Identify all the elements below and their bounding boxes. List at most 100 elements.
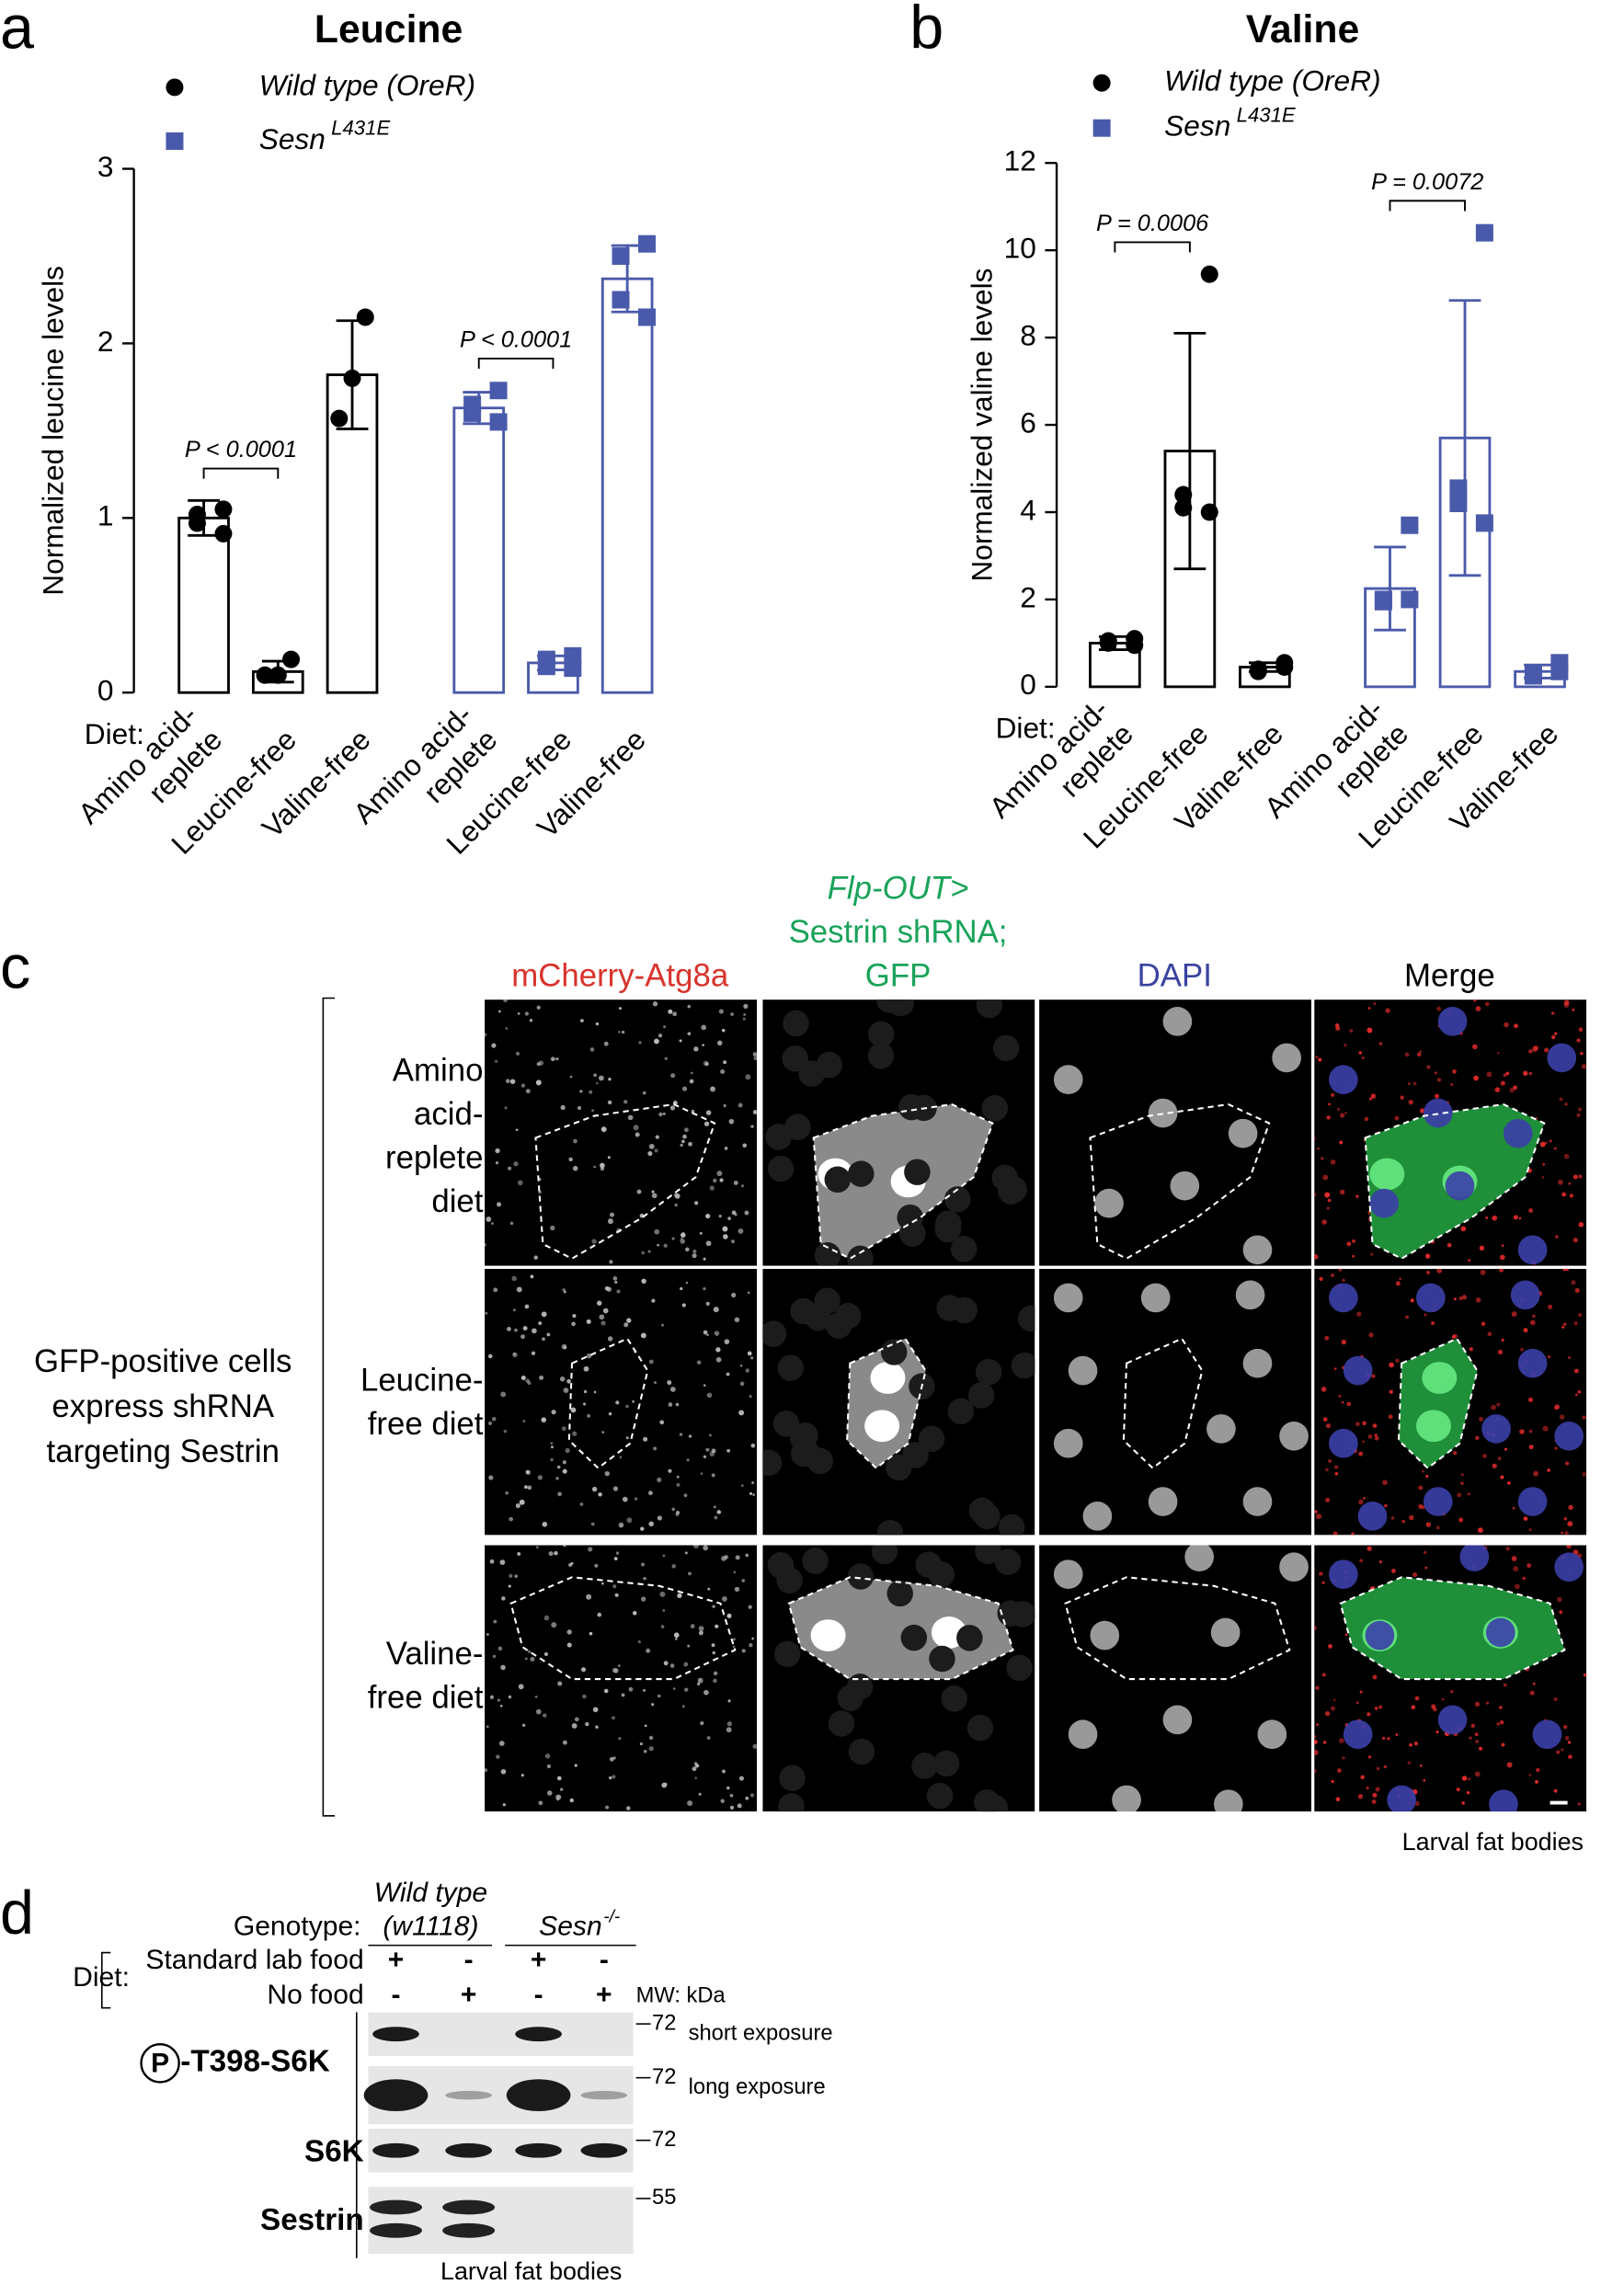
puncta xyxy=(1337,1108,1340,1111)
puncta xyxy=(572,1431,578,1436)
nucleus xyxy=(1170,1171,1200,1201)
puncta xyxy=(529,1018,533,1022)
puncta xyxy=(1356,1311,1362,1317)
puncta xyxy=(1331,1779,1334,1784)
puncta xyxy=(1325,1498,1331,1502)
puncta xyxy=(1561,1325,1565,1329)
puncta xyxy=(613,1668,619,1673)
puncta xyxy=(648,1746,654,1752)
puncta xyxy=(550,1442,554,1445)
puncta xyxy=(663,1243,668,1248)
puncta xyxy=(495,1059,498,1063)
puncta xyxy=(1522,1576,1526,1581)
puncta xyxy=(694,1201,699,1205)
puncta xyxy=(648,1143,655,1149)
puncta xyxy=(618,1522,624,1528)
cell-outline xyxy=(1397,1337,1479,1469)
puncta xyxy=(642,1091,646,1095)
puncta xyxy=(1530,1319,1536,1326)
puncta xyxy=(687,1644,691,1648)
puncta xyxy=(600,1320,606,1326)
puncta xyxy=(1321,1581,1325,1584)
puncta xyxy=(497,1202,502,1207)
puncta xyxy=(691,1109,695,1114)
nucleus xyxy=(1242,1348,1273,1378)
background-cell xyxy=(926,1782,954,1810)
puncta xyxy=(563,1545,566,1548)
puncta xyxy=(591,1486,598,1492)
nucleus xyxy=(1279,1421,1309,1451)
puncta xyxy=(1574,1287,1580,1293)
puncta xyxy=(573,1138,578,1144)
data-point xyxy=(1099,632,1117,650)
puncta xyxy=(603,1041,609,1046)
data-point xyxy=(463,404,482,422)
puncta xyxy=(703,1060,709,1067)
puncta xyxy=(487,1421,493,1425)
puncta xyxy=(712,1651,716,1655)
legend-label: Sesn xyxy=(259,122,326,155)
puncta xyxy=(1447,1242,1452,1248)
puncta xyxy=(680,1143,683,1148)
puncta xyxy=(718,1215,722,1218)
puncta xyxy=(680,1286,683,1291)
puncta xyxy=(603,1688,609,1694)
puncta xyxy=(1426,1271,1431,1274)
background-cell xyxy=(779,1765,806,1792)
puncta xyxy=(713,1678,717,1684)
band xyxy=(506,2079,571,2112)
micrograph xyxy=(1314,1268,1587,1536)
puncta xyxy=(714,1515,718,1520)
background-cell xyxy=(776,1567,803,1594)
nucleus xyxy=(1140,1283,1171,1313)
puncta xyxy=(614,1593,619,1597)
puncta xyxy=(713,1307,719,1313)
puncta xyxy=(557,1776,561,1780)
nucleus xyxy=(1481,1414,1511,1444)
puncta xyxy=(601,1431,605,1434)
puncta xyxy=(1412,1571,1418,1578)
puncta xyxy=(1370,1252,1374,1256)
puncta xyxy=(615,1551,620,1555)
data-point xyxy=(330,409,349,428)
puncta xyxy=(1340,1113,1345,1118)
micrograph-content xyxy=(485,1000,758,1266)
puncta xyxy=(1452,1333,1458,1339)
puncta xyxy=(1359,1690,1363,1694)
puncta xyxy=(703,1455,707,1458)
puncta xyxy=(705,1110,712,1115)
data-point xyxy=(1524,667,1542,685)
significance-bracket xyxy=(1114,241,1191,253)
puncta xyxy=(644,1724,647,1728)
micrograph-content xyxy=(762,1000,1035,1266)
background-cell xyxy=(967,1382,995,1409)
puncta xyxy=(1367,1434,1373,1439)
puncta xyxy=(1496,1402,1501,1407)
nucleus xyxy=(1272,1043,1301,1073)
puncta xyxy=(691,1071,693,1075)
puncta xyxy=(625,1436,629,1440)
puncta xyxy=(742,1017,746,1021)
data-point xyxy=(489,413,508,431)
background-cell xyxy=(814,1242,841,1266)
puncta xyxy=(1434,1093,1440,1099)
puncta xyxy=(671,1237,675,1240)
phospho-p: P xyxy=(151,2048,169,2078)
puncta xyxy=(511,1275,517,1282)
micrograph xyxy=(1314,1545,1587,1812)
category-axis-label: Diet: xyxy=(996,712,1056,745)
puncta xyxy=(657,1477,662,1482)
puncta xyxy=(1461,1801,1465,1805)
puncta xyxy=(495,1148,500,1154)
row-label: Leucine- xyxy=(360,1362,483,1398)
puncta xyxy=(1342,1278,1345,1282)
nucleus xyxy=(1510,1280,1540,1310)
puncta xyxy=(1547,1355,1551,1359)
puncta xyxy=(669,1663,675,1668)
micrograph xyxy=(1039,1000,1312,1266)
background-cell xyxy=(848,1160,875,1187)
row-bracket xyxy=(322,997,336,1817)
nucleus xyxy=(1329,1065,1358,1094)
puncta xyxy=(524,1011,529,1016)
puncta xyxy=(621,1693,625,1697)
